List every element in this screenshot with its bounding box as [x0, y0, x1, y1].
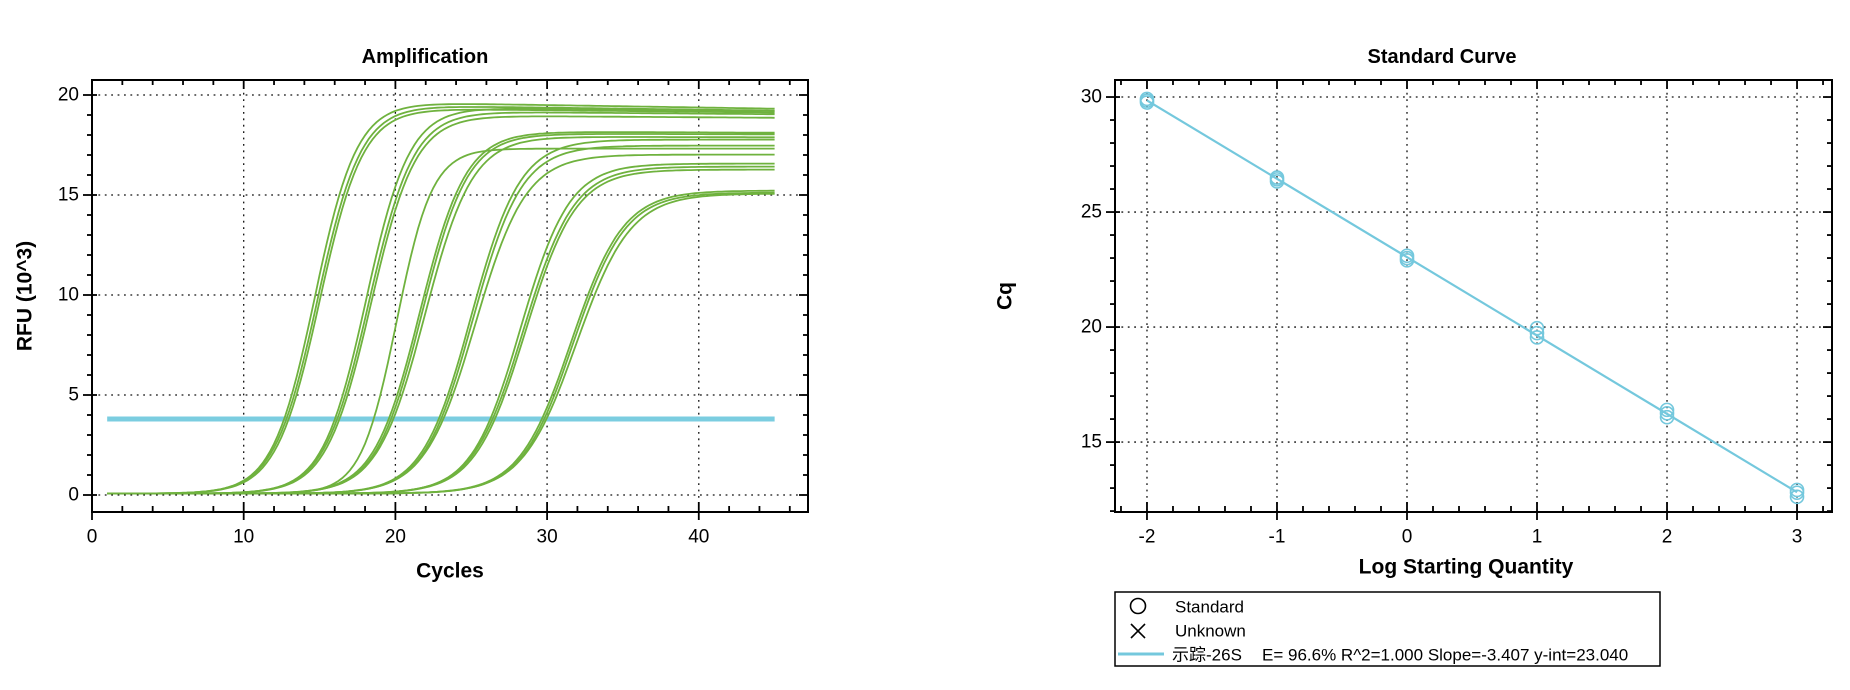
amplification-curve: [107, 162, 775, 495]
amplification-curve: [107, 133, 775, 495]
y-tick-label: 10: [58, 285, 79, 306]
amplification-curve: [107, 147, 775, 495]
x-tick-label: -2: [1139, 527, 1156, 548]
x-tick-label: 40: [688, 527, 709, 548]
standard-point: [1789, 489, 1805, 505]
y-tick-label: 25: [1081, 202, 1102, 223]
plot-border: [1114, 79, 1833, 513]
legend-standard-label: Standard: [1175, 598, 1244, 617]
y-tick-label: 20: [1081, 317, 1102, 338]
x-tick-label: 10: [233, 527, 254, 548]
legend-series-label: 示踪-26S: [1172, 646, 1242, 665]
y-tick-label: 20: [58, 85, 79, 106]
unknown-marker-icon: [1130, 623, 1146, 639]
y-tick-label: 15: [1081, 432, 1102, 453]
x-tick-label: 1: [1532, 527, 1543, 548]
amplification-curve: [107, 136, 775, 495]
y-tick-label: 30: [1081, 87, 1102, 108]
y-tick-label: 15: [58, 185, 79, 206]
x-tick-label: 0: [1402, 527, 1413, 548]
standard-point: [1529, 320, 1545, 336]
standard-curve-chart: -2 -1 0 1 2 3 15 20 25 30: [1081, 79, 1833, 548]
x-tick-label: 0: [87, 527, 98, 548]
x-tick-label: 3: [1792, 527, 1803, 548]
x-tick-label: -1: [1269, 527, 1286, 548]
standard-curve-title: Standard Curve: [1368, 46, 1517, 68]
x-tick-label: 20: [385, 527, 406, 548]
amplification-chart: 0 10 20 30 40 0 5 10 15 20: [58, 79, 809, 548]
amplification-curve: [107, 144, 775, 495]
standard-point: [1659, 409, 1675, 425]
regression-line: [1146, 99, 1798, 494]
standard-point: [1269, 174, 1285, 189]
standard-marker-icon: [1129, 597, 1147, 615]
legend-fit-stats: E= 96.6% R^2=1.000 Slope=-3.407 y-int=23…: [1262, 646, 1628, 665]
standard-curve-y-axis-label: Cq: [994, 282, 1017, 310]
amplification-grid: 0 10 20 30 40 0 5 10 15 20: [58, 79, 809, 548]
plot-border: [91, 79, 809, 513]
amplification-curve: [107, 168, 775, 495]
standard-point: [1529, 330, 1545, 345]
amplification-title: Amplification: [362, 46, 489, 68]
standard-point: [1659, 406, 1675, 421]
x-tick-label: 30: [537, 527, 558, 548]
standard-point: [1529, 325, 1545, 341]
amplification-curve: [107, 115, 775, 495]
standard-point: [1139, 95, 1155, 110]
standard-point: [1789, 485, 1805, 500]
amplification-curve: [107, 138, 775, 495]
standard-point: [1399, 253, 1415, 268]
y-tick-label: 5: [68, 385, 79, 406]
standard-point: [1659, 402, 1675, 418]
standard-curve-x-axis-label: Log Starting Quantity: [1359, 556, 1574, 579]
amplification-curve: [107, 108, 775, 495]
legend-unknown-label: Unknown: [1175, 622, 1246, 641]
amplification-curve: [107, 103, 775, 495]
amplification-curve: [107, 131, 775, 495]
y-tick-label: 0: [68, 485, 79, 506]
standard-curve-legend: Standard Unknown 示踪-26S E= 96.6% R^2=1.0…: [1114, 591, 1661, 667]
amplification-curve: [107, 153, 775, 495]
amplification-curve: [107, 192, 775, 495]
amplification-curve: [107, 165, 775, 495]
standard-curve-grid: -2 -1 0 1 2 3 15 20 25 30: [1081, 79, 1833, 548]
amplification-y-axis-label: RFU (10^3): [14, 241, 37, 351]
amplification-curve: [107, 107, 775, 495]
x-tick-label: 2: [1662, 527, 1673, 548]
legend-box: [1114, 591, 1661, 667]
amplification-x-axis-label: Cycles: [416, 560, 484, 583]
